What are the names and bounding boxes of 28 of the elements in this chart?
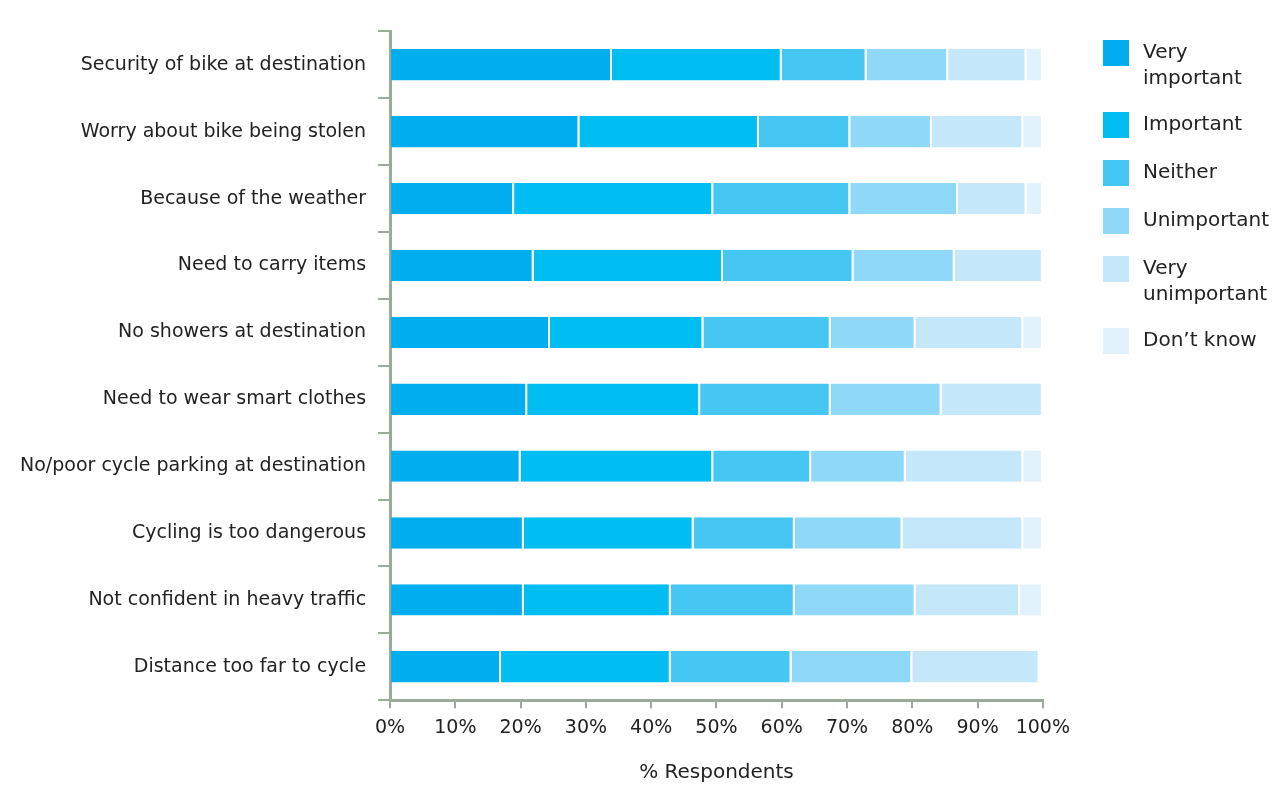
legend-label: Don’t know [1143, 326, 1257, 352]
y-tick-label: No/poor cycle parking at destination [19, 453, 367, 476]
x-tick-label: 70% [825, 714, 869, 737]
x-tick-label: 40% [630, 714, 673, 737]
x-tick-label: 20% [499, 714, 542, 737]
y-tick-label: Need to carry items [177, 252, 367, 275]
legend-label: Important [1143, 110, 1243, 136]
x-axis-title: % Respondents [639, 759, 794, 784]
legend-label: Neither [1143, 158, 1217, 184]
y-tick-label: Security of bike at destination [80, 51, 367, 74]
y-tick-label: Worry about bike being stolen [80, 118, 367, 141]
y-tick-label: Not confident in heavy traffic [88, 586, 367, 609]
x-tick-label: 50% [695, 714, 738, 737]
x-tick-label: 100% [1015, 714, 1070, 737]
x-tick-label: 10% [434, 714, 477, 737]
legend-label: Unimportant [1143, 206, 1270, 232]
y-tick-label: Cycling is too dangerous [131, 519, 367, 542]
x-tick-label: 80% [891, 714, 934, 737]
y-tick-label: Distance too far to cycle [133, 653, 367, 676]
legend-label: Very unimportant [1143, 254, 1269, 306]
x-tick-label: 90% [956, 714, 999, 737]
y-tick-label: No showers at destination [118, 319, 367, 342]
y-tick-label: Need to wear smart clothes [102, 386, 367, 409]
x-tick-label: 0% [374, 714, 406, 737]
x-tick-label: 30% [564, 714, 608, 737]
y-tick-label: Because of the weather [140, 185, 367, 208]
x-tick-label: 60% [760, 714, 803, 737]
legend-label: Very important [1143, 38, 1243, 90]
